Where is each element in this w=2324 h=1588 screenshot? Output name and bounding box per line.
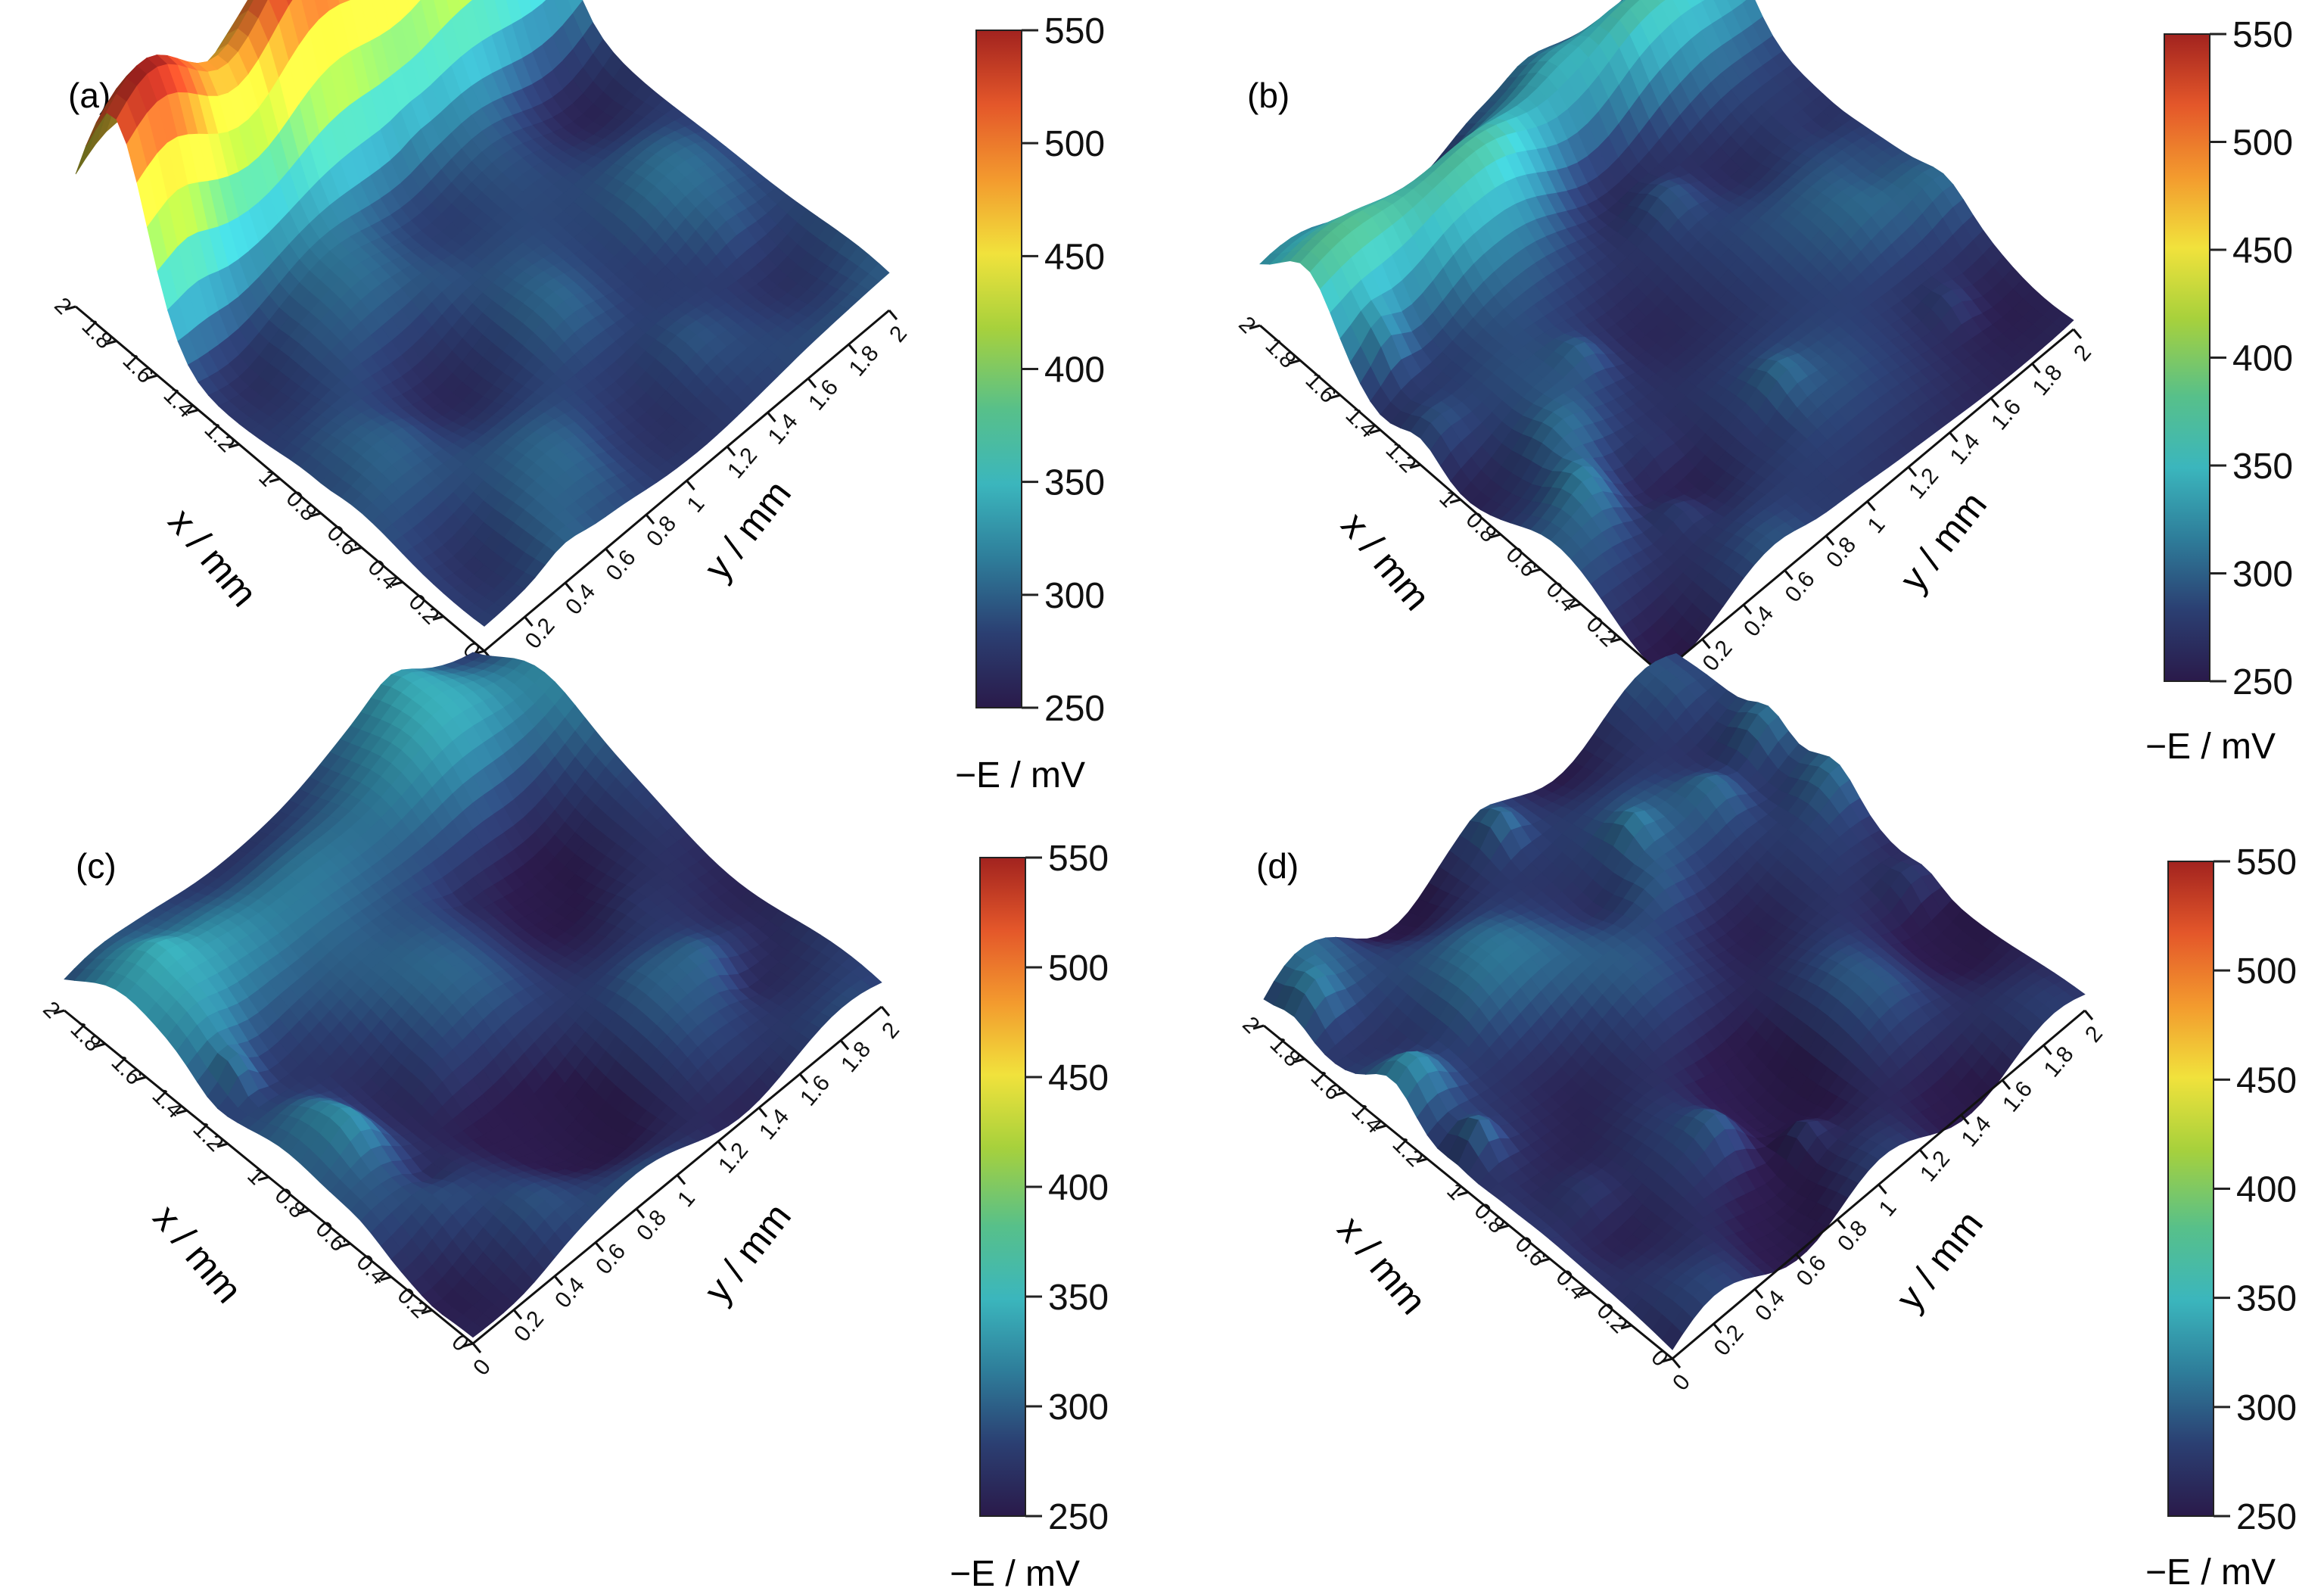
y-tick-label: 2 (2069, 341, 2096, 366)
colorbar-label: −E / mV (2145, 727, 2276, 767)
colorbar-tick-label: 250 (1044, 689, 1105, 729)
colorbar-tick-label: 300 (1048, 1387, 1109, 1428)
x-tick-label: 1.2 (188, 1116, 229, 1157)
y-axis-label: y / mm (696, 472, 799, 588)
y-tick-label: 1 (673, 1186, 700, 1212)
x-tick-label: 0.6 (1501, 542, 1542, 582)
x-tick-label: 1 (254, 465, 280, 491)
panel-c: (c) 00.20.40.60.811.21.41.61.82 00.20.40… (38, 652, 1109, 1588)
panel-label: (c) (76, 846, 117, 886)
x-tick-label: 2 (38, 997, 64, 1023)
y-axis-label: y / mm (1892, 484, 1995, 599)
colorbar-tick-label: 400 (1044, 350, 1105, 391)
panel-label: (b) (1247, 76, 1290, 115)
x-axis-label: x / mm (1333, 504, 1439, 618)
panel-label: (a) (68, 76, 110, 115)
y-axis-label: y / mm (696, 1195, 799, 1311)
panel-a: (a) 00.20.40.60.811.21.41.61.82 00.20.40… (49, 0, 1105, 796)
colorbar-tick-label: 250 (1048, 1497, 1109, 1537)
colorbar: 250 300 350 400 450 500 550 (975, 11, 1105, 729)
y-tick-label: 2 (885, 322, 912, 347)
colorbar-tick-label: 450 (1044, 237, 1105, 277)
colorbar-tick-label: 400 (2232, 339, 2293, 379)
colorbar-tick-label: 550 (1044, 11, 1105, 51)
y-tick (471, 1343, 482, 1353)
colorbar-tick-label: 500 (1044, 124, 1105, 164)
colorbar-gradient (979, 857, 1026, 1517)
y-tick (2072, 328, 2083, 339)
colorbar-tick-label: 350 (2232, 447, 2293, 487)
y-tick (686, 480, 695, 490)
colorbar-gradient (2164, 33, 2210, 682)
y-tick (888, 310, 898, 320)
surface-patch (75, 128, 97, 175)
colorbar-label: −E / mV (955, 755, 1085, 796)
x-tick-label: 1.8 (66, 1017, 106, 1057)
x-tick-label: 1.8 (77, 314, 117, 354)
x-axis-label: x / mm (160, 500, 266, 615)
colorbar-tick-label: 500 (2232, 123, 2293, 163)
x-axis-label: x / mm (145, 1197, 250, 1311)
surface-plot (75, 0, 890, 627)
x-tick-label: 1.4 (148, 1083, 188, 1123)
y-tick (1866, 500, 1876, 512)
colorbar-tick-label: 350 (1044, 463, 1105, 503)
x-tick-label: 0.6 (322, 521, 362, 561)
x-tick-label: 1.4 (159, 383, 199, 423)
x-tick-label: 1.2 (1381, 437, 1421, 478)
y-tick-label: 2 (877, 1018, 904, 1044)
y-tick (676, 1174, 686, 1185)
x-tick-label: 1.6 (107, 1050, 147, 1090)
x-tick-label: 0 (446, 1330, 473, 1356)
x-tick-label: 2 (1234, 312, 1260, 338)
colorbar-tick-label: 300 (2232, 555, 2293, 595)
x-tick-label: 0.6 (311, 1216, 351, 1256)
x-tick-label: 0.4 (1542, 577, 1582, 617)
surface-patch (285, 0, 294, 8)
x-tick-label: 0.2 (404, 590, 444, 630)
x-tick-label: 0.8 (282, 486, 322, 526)
x-tick-label: 0.4 (352, 1250, 392, 1290)
colorbar-tick-label: 250 (2232, 662, 2293, 702)
x-tick-label: 2 (49, 293, 76, 319)
x-tick-label: 1.8 (1261, 333, 1301, 373)
colorbar: 250 300 350 400 450 500 550 (2164, 15, 2293, 702)
colorbar-tick-label: 300 (1044, 576, 1105, 616)
x-tick-label: 1 (242, 1163, 269, 1190)
x-tick-label: 0.8 (270, 1183, 310, 1223)
x-tick-label: 1.6 (118, 348, 158, 388)
colorbar-gradient (975, 30, 1022, 708)
y-tick-label: 0 (468, 1355, 496, 1381)
surface-patch (86, 113, 107, 159)
colorbar-tick-label: 450 (2232, 231, 2293, 271)
x-tick-label: 1 (1434, 486, 1461, 512)
x-tick-label: 1.2 (200, 417, 240, 457)
y-tick-label: 1 (1863, 512, 1890, 538)
panel-b: (b) 00.20.40.60.811.21.41.61.82 00.20.40… (1234, 0, 2293, 767)
x-tick-label: 1.6 (1301, 368, 1341, 408)
y-tick-label: 1 (683, 492, 710, 518)
x-tick-label: 0.4 (363, 555, 403, 595)
x-tick-label: 1.4 (1341, 403, 1381, 443)
y-tick (880, 1006, 891, 1017)
colorbar-tick-label: 550 (2232, 15, 2293, 55)
